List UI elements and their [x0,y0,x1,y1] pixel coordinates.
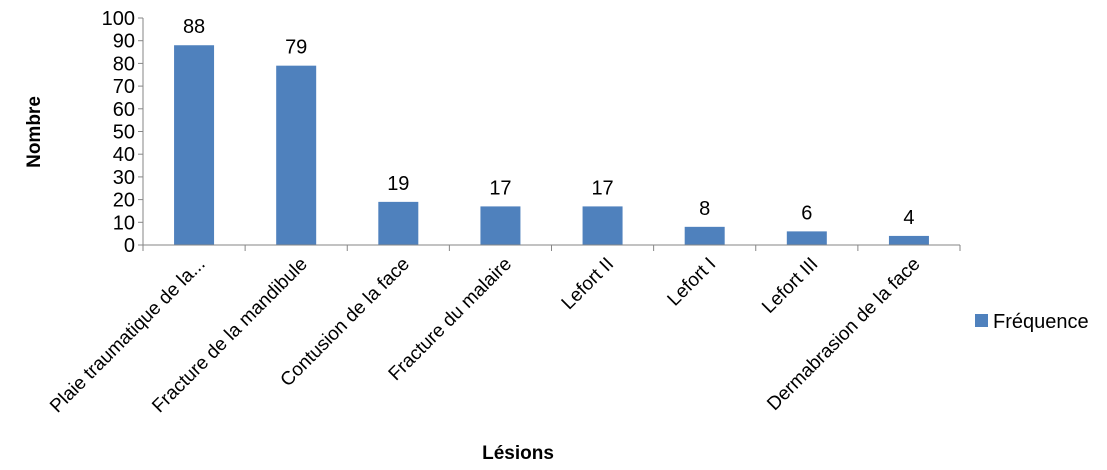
bar [378,202,418,245]
legend-swatch [975,314,988,327]
bar [889,236,929,245]
y-axis-title: Nombre [24,96,45,168]
legend-label: Fréquence [993,311,1089,333]
data-label: 4 [903,207,914,229]
x-axis-ticks [143,245,960,251]
x-axis-title: Lésions [482,443,554,464]
bar [787,231,827,245]
bar [174,45,214,245]
y-tick-label: 50 [113,122,135,144]
bar [685,227,725,245]
bars [174,45,929,245]
x-tick-label: Lefort II [558,254,618,314]
y-tick-label: 40 [113,144,135,166]
data-label: 88 [183,16,205,38]
data-label: 79 [285,37,307,59]
data-label: 17 [489,177,511,199]
y-tick-label: 70 [113,76,135,98]
y-tick-label: 30 [113,167,135,189]
data-label: 17 [591,177,613,199]
y-tick-label: 20 [113,190,135,212]
y-tick-label: 60 [113,99,135,121]
data-label: 8 [699,198,710,220]
y-tick-label: 10 [113,212,135,234]
x-tick-label: Lefort III [758,254,822,318]
x-tick-label: Lefort I [664,254,721,311]
y-tick-label: 90 [113,31,135,53]
bar [583,206,623,245]
legend: Fréquence [975,311,1089,333]
y-tick-label: 0 [124,235,135,257]
data-label: 19 [387,173,409,195]
y-tick-label: 80 [113,53,135,75]
data-label: 6 [801,202,812,224]
bar [276,66,316,245]
bar [480,206,520,245]
y-tick-label: 100 [102,8,135,30]
category-labels: Plaie traumatique de la...Fracture de la… [46,254,924,417]
